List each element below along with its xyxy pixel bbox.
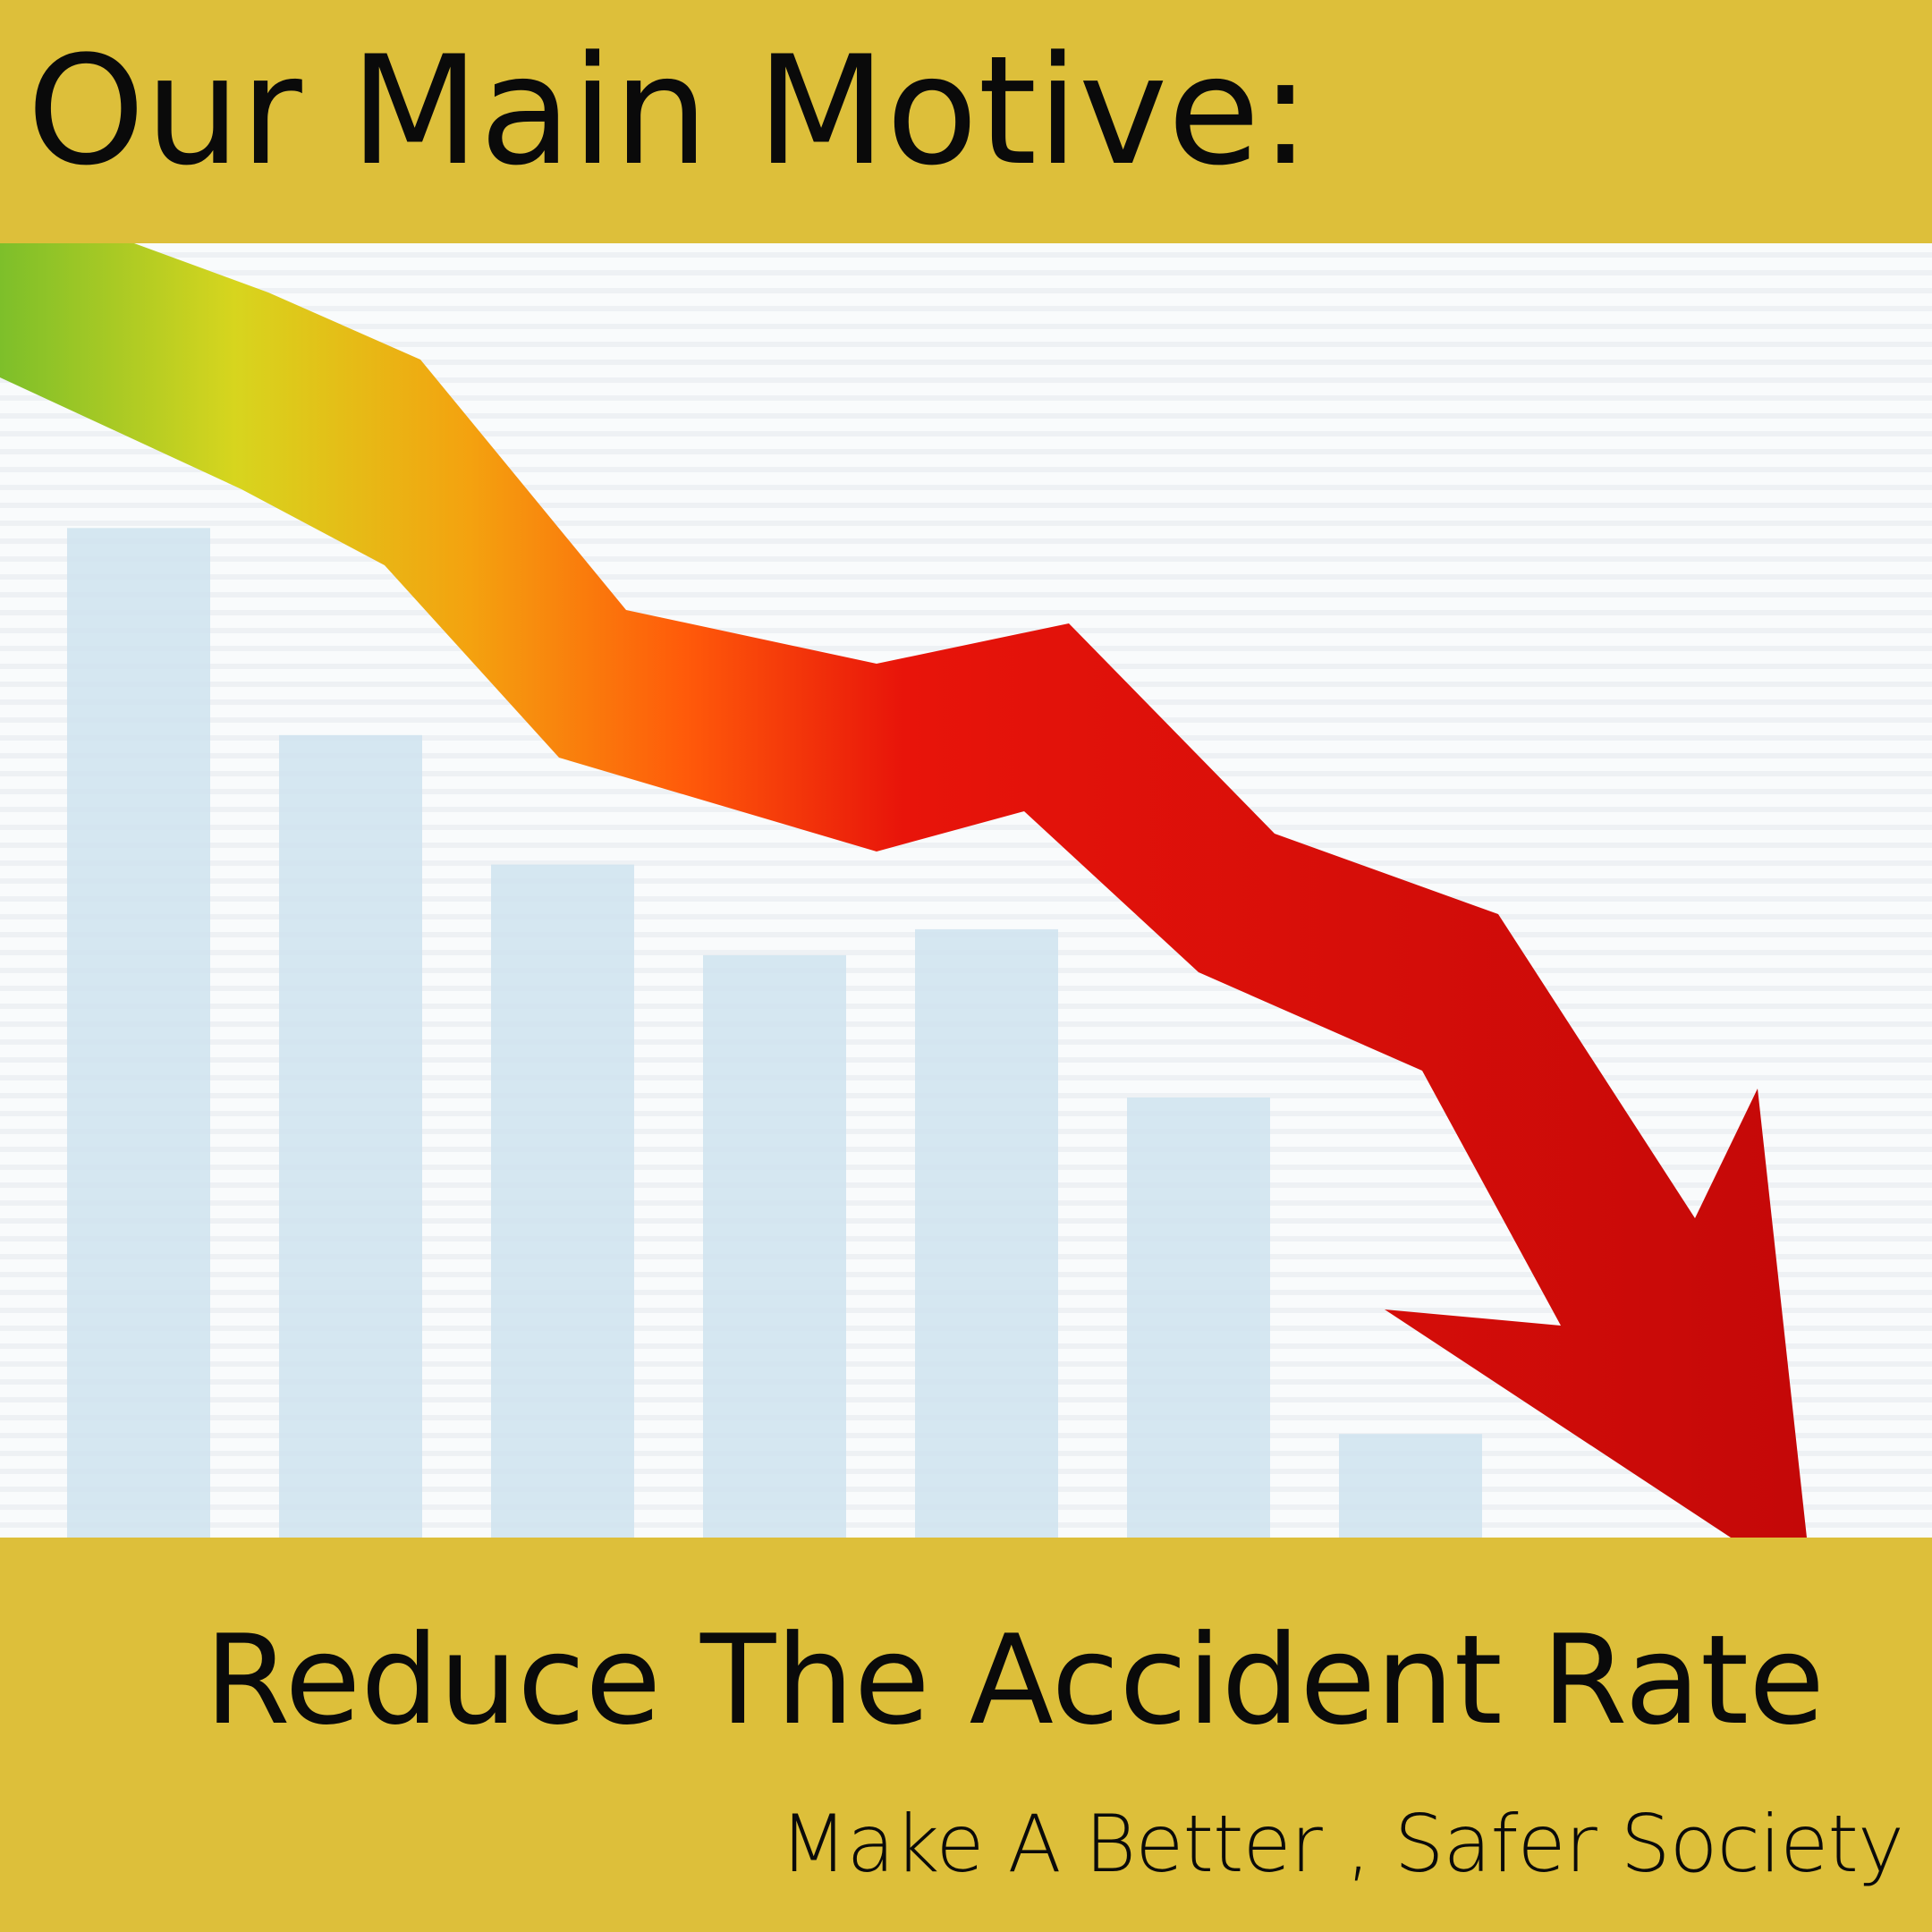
background-bar (279, 734, 422, 1538)
background-bars (67, 528, 1482, 1538)
background-bar (491, 864, 634, 1538)
page-title: Our Main Motive: (27, 23, 1311, 199)
trend-illustration (0, 243, 1932, 1538)
background-bar (1339, 1434, 1482, 1538)
downward-trend-arrow-icon (0, 243, 1807, 1538)
footer-band (0, 1538, 1932, 1932)
header-band (0, 0, 1932, 243)
trend-graphic (0, 243, 1932, 1538)
subtagline: Make A Better , Safer Society (779, 1798, 1904, 1890)
background-bar (67, 528, 210, 1538)
background-bar (915, 928, 1058, 1538)
tagline: Reduce The Accident Rate (204, 1608, 1825, 1752)
background-bar (703, 954, 846, 1538)
background-bar (1127, 1097, 1270, 1538)
